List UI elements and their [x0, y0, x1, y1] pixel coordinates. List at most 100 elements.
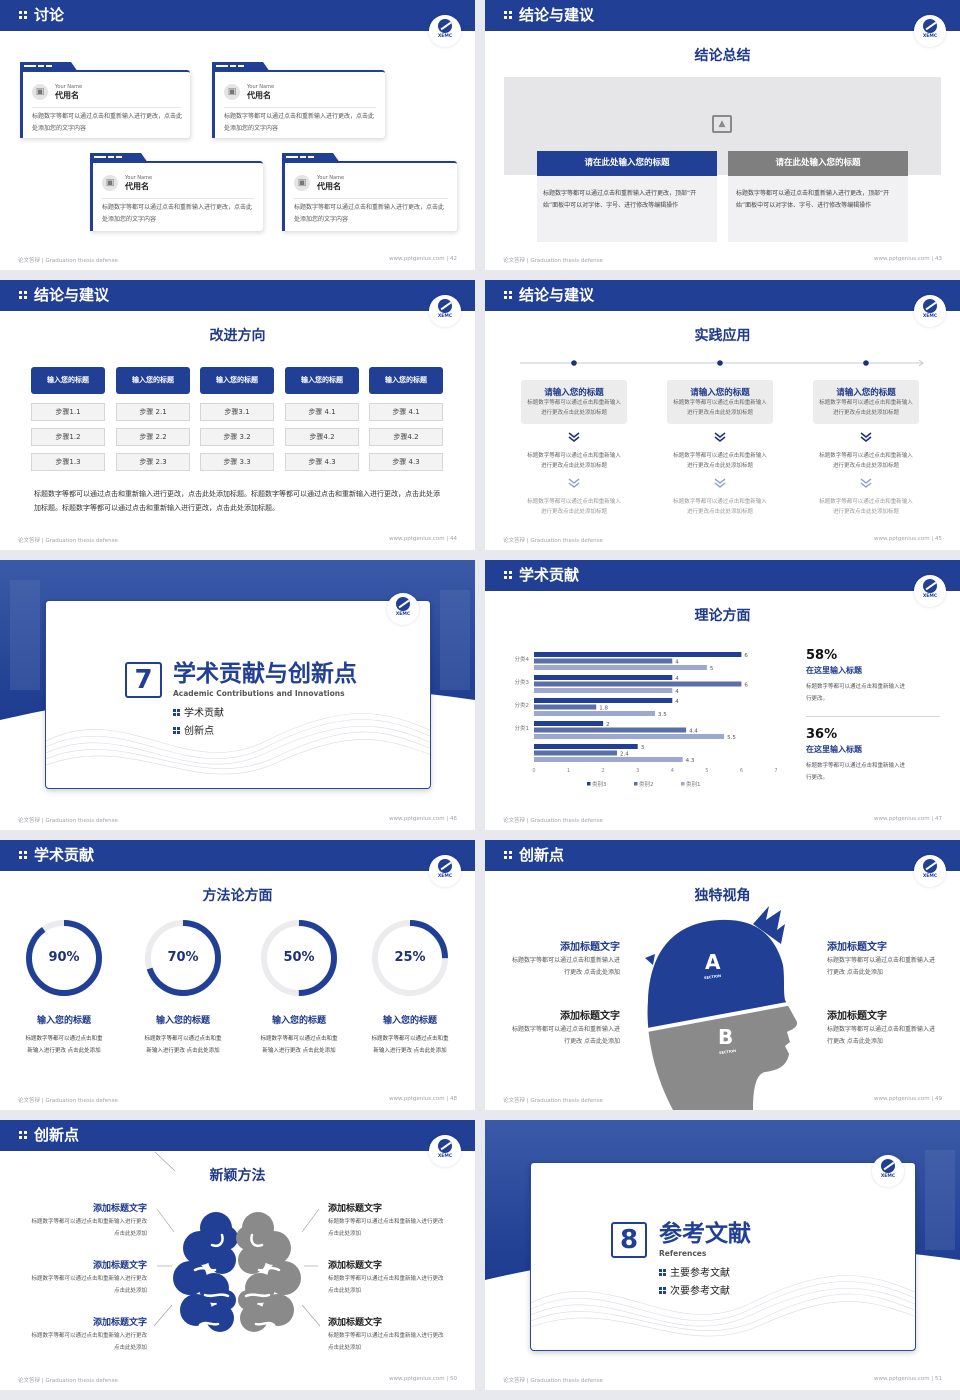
data-label: 4 [675, 676, 679, 682]
footer-left: 论文答辩 | Graduation thesis defense [503, 258, 603, 264]
slide-46[interactable]: 7 学术贡献与创新点 Academic Contributions and In… [0, 560, 475, 830]
step-box[interactable]: 步骤4.2 [369, 428, 443, 446]
page-number: 45 [935, 536, 942, 542]
slide-47[interactable]: 学术贡献 XEMC 理论方面 分类4 6 4 5 分类3 4 6 4 分类2 4 1.8 3.5 分类1… [485, 560, 960, 830]
profile-card[interactable]: ▣ Your Name 代用名 标题数字等都可以通过点击和重新输入进行更改，点击… [90, 153, 263, 231]
bar-chart: 分类4 6 4 5 分类3 4 6 4 分类2 4 1.8 3.5 分类1 2 4.4 5.5 3 2.4 4.3 0… [515, 652, 778, 788]
footer-right: www.pptgenius.com | 50 [389, 1376, 457, 1382]
ring-heading: 输入您的标题 [382, 1016, 437, 1026]
timeline-dot [863, 360, 869, 366]
slide-45[interactable]: 结论与建议 XEMC 实践应用 请输入您的标题 标题数字等都可以通过点击和重新输入… [485, 280, 960, 550]
divider [294, 198, 448, 199]
folder-tab [20, 62, 78, 72]
footer-site: www.pptgenius.com | [389, 1376, 450, 1382]
page-number: 44 [450, 536, 457, 542]
section-item[interactable]: 主要参考文献 [659, 1267, 730, 1281]
text-item: 添加标题文字 标题数字等都可以通过点击和重新输入进行更改 点击此处添加 [328, 1316, 448, 1354]
step-box[interactable]: 步骤4.2 [285, 428, 359, 446]
section-subtitle: 新颖方法 [209, 1168, 266, 1184]
section-item[interactable]: 学术贡献 [173, 707, 224, 721]
ring-label: 50% [283, 950, 315, 965]
grid-dots-icon [19, 1131, 28, 1140]
slide-title: 创新点 [519, 846, 565, 864]
data-label: 4.3 [686, 758, 695, 764]
bar [534, 665, 707, 670]
ring-label: 70% [167, 950, 199, 965]
step-box[interactable]: 步骤1.2 [31, 428, 105, 446]
profile-card[interactable]: ▣ Your Name 代用名 标题数字等都可以通过点击和重新输入进行更改，点击… [212, 62, 385, 138]
arrow-head-icon [918, 359, 924, 367]
step-box[interactable]: 步骤 3.3 [200, 453, 274, 471]
step-box[interactable]: 步骤 4.1 [369, 403, 443, 421]
data-label: 3 [641, 745, 645, 751]
bar [534, 675, 673, 680]
slide-44[interactable]: 结论与建议 XEMC 改进方向 输入您的标题 步骤1.1 步骤1.2 步骤1.3… [0, 280, 475, 550]
column-heading[interactable]: 输入您的标题 [31, 367, 105, 394]
grid-dots-icon [19, 11, 28, 20]
footer-site: www.pptgenius.com | [389, 1096, 450, 1102]
footer-right: www.pptgenius.com | 45 [874, 536, 942, 542]
item-heading: 添加标题文字 [92, 1204, 147, 1214]
slide-51[interactable]: 8 参考文献 References 主要参考文献 次要参考文献 XEMC 论文答… [485, 1120, 960, 1390]
section-subtitle: 实践应用 [694, 328, 751, 344]
xemc-logo: XEMC [429, 855, 461, 887]
ring-text: 标题数字等都可以通过点击和重新输入进行更改 点击此处添加 [371, 1036, 449, 1054]
add-image-icon[interactable]: ▲ [712, 115, 732, 133]
profile-card[interactable]: ▣ Your Name 代用名 标题数字等都可以通过点击和重新输入进行更改，点击… [282, 153, 457, 231]
bar [534, 698, 673, 703]
slide-43[interactable]: 结论与建议 XEMC 结论总结 ▲ 请在此处输入您的标题 标题数字等都可以通过点… [485, 0, 960, 270]
slide-42[interactable]: 讨论 XEMC ▣ Your Name 代用名 标题数字等都可以通过点击和重新输… [0, 0, 475, 270]
slide-49[interactable]: 创新点 XEMC 独特视角 A SECTION B SECTION 添加标题文字… [485, 840, 960, 1110]
section-item[interactable]: 创新点 [173, 725, 214, 739]
column-heading[interactable]: 输入您的标题 [369, 367, 443, 394]
section-subtitle: 改进方向 [209, 328, 266, 344]
text-item: 添加标题文字 标题数字等都可以通过点击和重新输入进行更改 点击此处添加 [827, 1010, 942, 1048]
header-bar [0, 840, 475, 871]
slide-title: 学术贡献 [34, 846, 95, 864]
footer-site: www.pptgenius.com | [874, 1376, 935, 1382]
data-label: 3.5 [658, 712, 667, 718]
step-box[interactable]: 步骤 4.1 [285, 403, 359, 421]
bar [534, 711, 655, 716]
step-box[interactable]: 步骤 2.1 [116, 403, 190, 421]
practice-text: 标题数字等都可以通过点击和重新输入进行更改点击此处添加标题 [819, 400, 913, 416]
step-box[interactable]: 步骤 4.3 [369, 453, 443, 471]
footer-left: 论文答辩 | Graduation thesis defense [503, 538, 603, 544]
step-box[interactable]: 步骤1.3 [31, 453, 105, 471]
ring-text: 标题数字等都可以通过点击和重新输入进行更改 点击此处添加 [25, 1036, 103, 1054]
step-box[interactable]: 步骤 2.3 [116, 453, 190, 471]
step-text: 标题数字等都可以通过点击和重新输入进行更改点击此处添加标题 [527, 499, 621, 515]
section-title: 学术贡献与创新点 [173, 661, 357, 687]
item-heading: 添加标题文字 [827, 942, 887, 953]
item-heading: 添加标题文字 [92, 1261, 147, 1271]
slide-50[interactable]: 创新点 XEMC 新颖方法 添加标题文字 标题数字等都可以通过点击和重新输入进行… [0, 1120, 475, 1390]
column-heading[interactable]: 输入您的标题 [116, 367, 190, 394]
header-bar [485, 280, 960, 311]
step-box[interactable]: 步骤3.1 [200, 403, 274, 421]
column-heading[interactable]: 输入您的标题 [200, 367, 274, 394]
footer-right: www.pptgenius.com | 51 [874, 1376, 942, 1382]
xemc-logo: XEMC [914, 855, 946, 887]
section-item[interactable]: 次要参考文献 [659, 1285, 730, 1299]
wave-pattern [46, 713, 430, 775]
step-box[interactable]: 步骤 4.3 [285, 453, 359, 471]
step-box[interactable]: 步骤 2.2 [116, 428, 190, 446]
progress-rings [26, 920, 448, 996]
legend-label: 类别2 [639, 780, 654, 788]
name: 代用名 [125, 182, 149, 191]
item-heading: 添加标题文字 [328, 1318, 383, 1328]
profile-card[interactable]: ▣ Your Name 代用名 标题数字等都可以通过点击和重新输入进行更改，点击… [20, 62, 190, 138]
footer-left: 论文答辩 | Graduation thesis defense [18, 818, 118, 824]
section-subtitle: 理论方面 [694, 608, 751, 624]
step-box[interactable]: 步骤1.1 [31, 403, 105, 421]
stat-value: 36% [806, 727, 838, 742]
data-label: 2 [606, 722, 610, 728]
section-subtitle-en: Academic Contributions and Innovations [173, 689, 345, 698]
slide-48[interactable]: 学术贡献 XEMC 方法论方面 90% 70% 50% 25% 输入您的标题 输… [0, 840, 475, 1110]
footer-right: www.pptgenius.com | 49 [874, 1096, 942, 1102]
footer-right: www.pptgenius.com | 42 [389, 256, 457, 262]
column-heading[interactable]: 输入您的标题 [285, 367, 359, 394]
step-box[interactable]: 步骤 3.2 [200, 428, 274, 446]
footer-left: 论文答辩 | Graduation thesis defense [503, 818, 603, 824]
card-text: 标题数字等都可以通过点击和重新输入进行更改，点击此处添加您的文字内容 [294, 204, 445, 223]
